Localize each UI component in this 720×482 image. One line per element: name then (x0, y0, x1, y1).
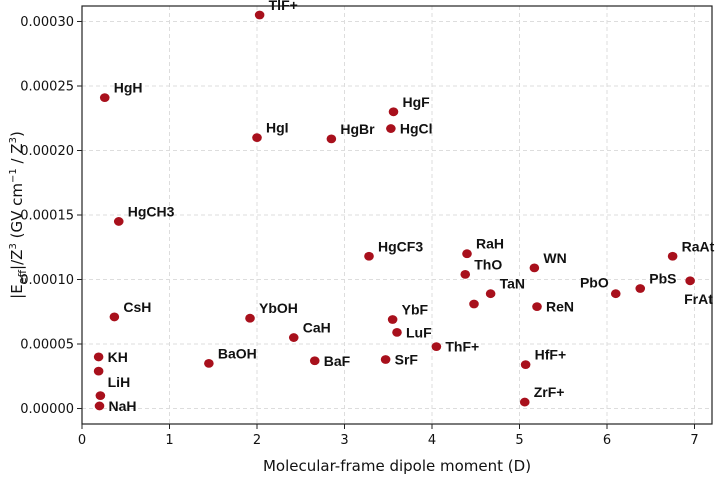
point-label: RaH (476, 236, 504, 252)
data-point (460, 269, 471, 279)
data-point (610, 289, 621, 299)
point-label: ThO (474, 256, 502, 272)
point-label: PbO (580, 275, 609, 291)
point-label: FrAt (684, 291, 713, 307)
point-label: HgCF3 (378, 238, 423, 254)
point-label: HgH (114, 80, 143, 96)
point-label: HfF+ (535, 347, 567, 363)
data-point (392, 328, 402, 337)
data-point (94, 401, 105, 411)
point-label: HgBr (340, 121, 375, 137)
x-tick-label: 7 (690, 433, 698, 448)
data-point (431, 342, 442, 351)
point-label: BaOH (218, 345, 257, 361)
data-point (252, 133, 262, 142)
point-label: CaH (303, 320, 331, 336)
data-point (685, 276, 695, 286)
x-tick-label: 3 (340, 433, 348, 448)
data-point (635, 284, 646, 293)
data-point (386, 124, 396, 133)
point-label: YbOH (259, 300, 298, 316)
data-point (93, 352, 104, 362)
y-tick-label: 0.00030 (20, 15, 74, 30)
point-label: SrF (395, 351, 419, 367)
data-point (95, 391, 106, 401)
data-point (99, 93, 110, 102)
x-tick-label: 4 (428, 433, 436, 448)
data-point (387, 315, 398, 324)
y-tick-label: 0.00000 (20, 402, 74, 417)
y-tick-label: 0.00005 (20, 338, 74, 353)
point-label: HgCH3 (128, 203, 175, 219)
x-axis-title: Molecular-frame dipole moment (D) (263, 457, 531, 475)
data-point (388, 107, 399, 117)
data-point (113, 217, 124, 226)
data-point (469, 299, 479, 309)
data-point (93, 366, 104, 376)
y-tick-label: 0.00020 (20, 144, 74, 159)
point-label: WN (543, 250, 566, 266)
point-label: CsH (123, 299, 151, 315)
y-tick-label: 0.00025 (20, 79, 74, 94)
x-tick-label: 5 (515, 433, 523, 448)
y-axis-title: |Eeff|/Z3 (GV cm−1 / Z3) (8, 131, 29, 299)
data-point (462, 249, 472, 259)
data-point (326, 134, 337, 144)
point-label: ReN (546, 299, 574, 315)
point-label: NaH (109, 398, 137, 414)
data-point (288, 333, 299, 342)
point-label: PbS (649, 271, 676, 287)
axis-ticks: 0 1 2 3 4 5 6 7 0.00000 0.00005 0.00010 0.00015 0.00… (20, 15, 698, 448)
data-point (109, 312, 120, 322)
x-tick-label: 0 (78, 433, 86, 448)
gridlines (81, 6, 712, 424)
point-label: YbF (402, 302, 429, 318)
point-label: HgF (403, 94, 431, 110)
data-point (485, 289, 496, 299)
data-point (254, 10, 265, 20)
point-label: LiH (108, 374, 131, 390)
data-point (529, 263, 540, 273)
data-point (380, 355, 391, 364)
point-labels: TlF+ HgH HgF HgI HgBr HgCl HgCH3 HgCF3 RaH ThO WN T… (108, 0, 715, 414)
point-label: KH (108, 349, 128, 365)
point-label: RaAt (682, 238, 715, 254)
point-label: TaN (500, 276, 525, 292)
data-point (204, 358, 214, 368)
point-label: LuF (406, 324, 432, 340)
data-point (532, 302, 542, 311)
point-label: BaF (324, 353, 351, 369)
data-point (667, 251, 678, 261)
data-point (309, 356, 320, 366)
y-tick-label: 0.00015 (20, 209, 74, 224)
y-tick-label: 0.00010 (20, 273, 74, 288)
data-point (364, 251, 374, 261)
x-tick-label: 6 (603, 433, 611, 448)
point-label: TlF+ (269, 0, 298, 13)
x-tick-label: 2 (253, 433, 261, 448)
point-label: HgCl (400, 121, 433, 137)
data-point (520, 360, 531, 370)
point-label: ZrF+ (534, 384, 565, 400)
data-points (93, 10, 695, 411)
point-label: ThF+ (445, 339, 479, 355)
point-label: HgI (266, 120, 289, 136)
x-tick-label: 1 (165, 433, 173, 448)
data-point (519, 397, 530, 407)
data-point (245, 313, 255, 323)
